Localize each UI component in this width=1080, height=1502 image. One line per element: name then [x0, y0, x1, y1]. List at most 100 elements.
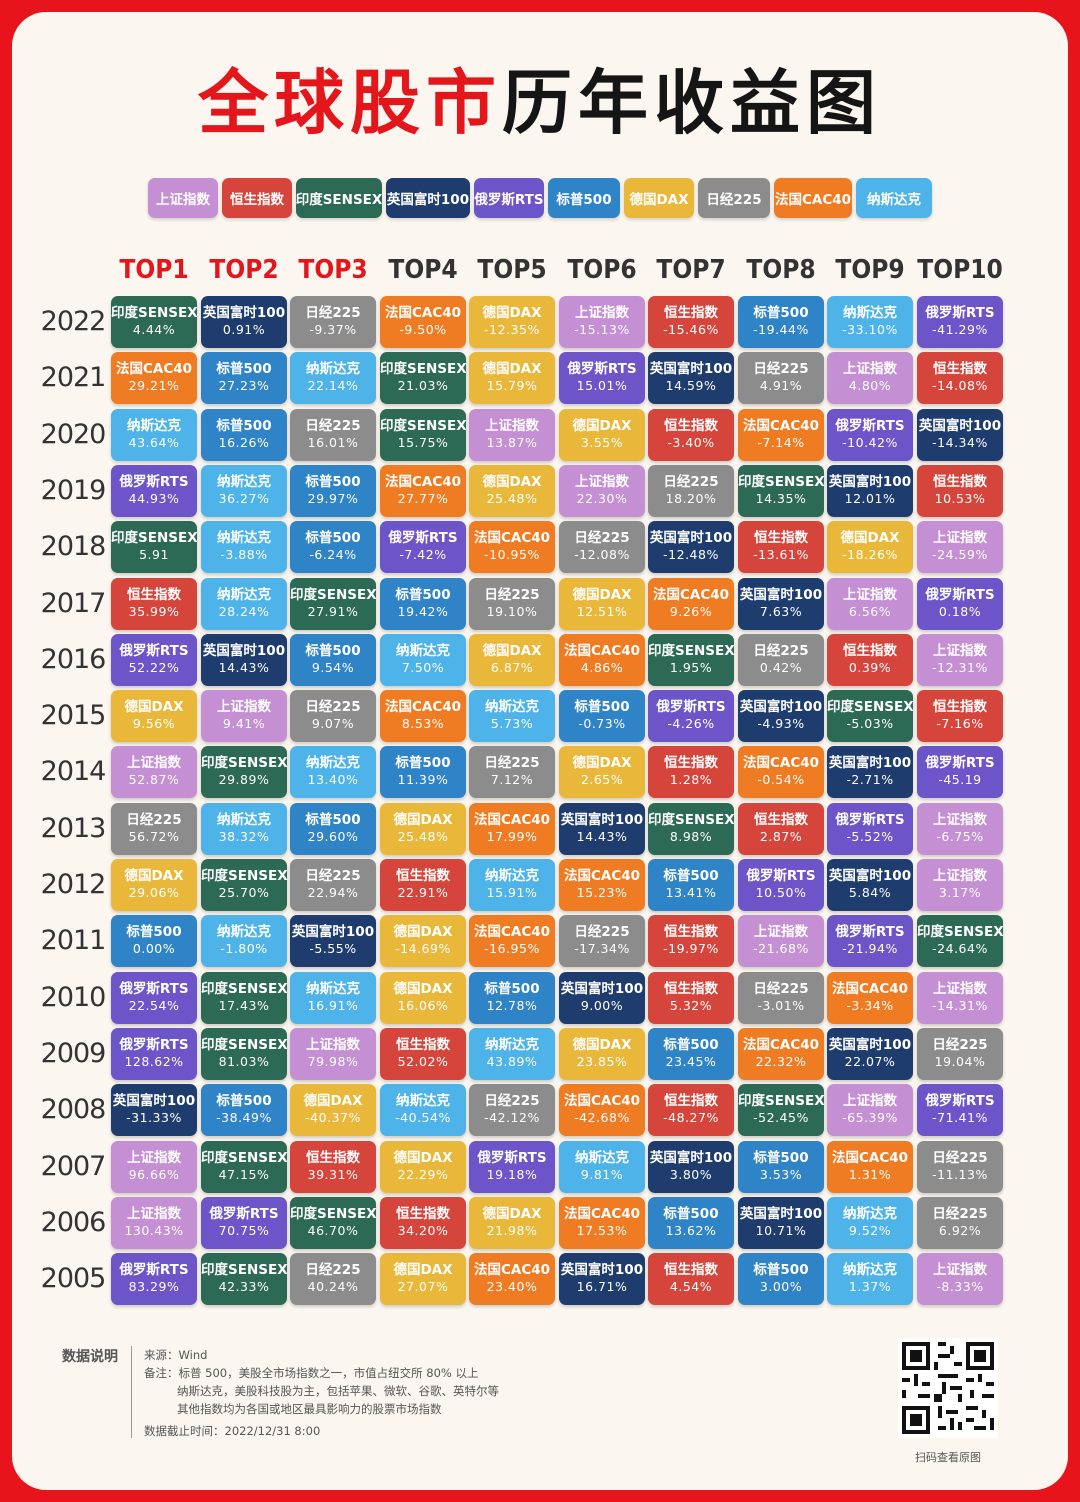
index-name: 英国富时100 [828, 474, 912, 490]
table-cell: 俄罗斯RTS -7.42% [380, 521, 466, 573]
return-value: 5.91 [139, 547, 169, 562]
index-name: 上证指数 [306, 1037, 360, 1053]
table-cell: 德国DAX -14.69% [380, 915, 466, 967]
table-cell: 德国DAX 25.48% [380, 803, 466, 855]
return-value: 5.84% [848, 885, 892, 900]
table-cell: 德国DAX 29.06% [111, 859, 197, 911]
return-value: -6.24% [309, 547, 357, 562]
index-name: 印度SENSEX [738, 1093, 824, 1109]
table-cell: 恒生指数 -14.08% [917, 352, 1003, 404]
return-value: 23.40% [486, 1279, 538, 1294]
return-value: 70.75% [218, 1223, 270, 1238]
return-value: -9.50% [399, 322, 447, 337]
return-value: -15.13% [574, 322, 630, 337]
return-value: 4.80% [848, 378, 892, 393]
table-cell: 恒生指数 2.87% [738, 803, 824, 855]
return-value: 27.91% [307, 604, 359, 619]
return-value: 13.41% [665, 885, 717, 900]
table-cell: 法国CAC40 -16.95% [469, 915, 555, 967]
return-value: 25.48% [486, 491, 538, 506]
return-value: 21.98% [486, 1223, 538, 1238]
index-name: 标普500 [574, 699, 630, 715]
return-value: -13.61% [753, 547, 809, 562]
return-value: -52.45% [753, 1110, 809, 1125]
index-name: 上证指数 [933, 868, 987, 884]
legend-item: 法国CAC40 [774, 178, 852, 218]
index-name: 法国CAC40 [831, 981, 909, 997]
return-value: 34.20% [397, 1223, 449, 1238]
index-name: 俄罗斯RTS [209, 1206, 279, 1222]
index-name: 英国富时100 [649, 361, 733, 377]
index-name: 恒生指数 [754, 812, 808, 828]
return-value: 0.91% [222, 322, 266, 337]
table-cell: 印度SENSEX 42.33% [201, 1253, 287, 1305]
index-name: 英国富时100 [112, 1093, 196, 1109]
table-cell: 法国CAC40 -42.68% [559, 1084, 645, 1136]
return-value: 8.98% [669, 829, 713, 844]
table-cell: 纳斯达克 -1.80% [201, 915, 287, 967]
qr-code-icon[interactable] [898, 1338, 998, 1438]
table-cell: 上证指数 4.80% [827, 352, 913, 404]
index-name: 德国DAX [572, 587, 632, 603]
table-cell: 德国DAX 27.07% [380, 1253, 466, 1305]
table-cell: 标普500 3.53% [738, 1141, 824, 1193]
return-value: 9.00% [580, 998, 624, 1013]
table-cell: 日经225 56.72% [111, 803, 197, 855]
table-cell: 恒生指数 -15.46% [648, 296, 734, 348]
index-name: 德国DAX [482, 643, 542, 659]
table-cell: 上证指数 130.43% [111, 1197, 197, 1249]
index-name: 印度SENSEX [201, 1262, 287, 1278]
return-value: 13.40% [307, 772, 359, 787]
table-cell: 日经225 -9.37% [290, 296, 376, 348]
table-cell: 英国富时100 0.91% [201, 296, 287, 348]
year-label: 2009 [40, 1038, 107, 1069]
index-name: 标普500 [126, 924, 182, 940]
table-cell: 印度SENSEX 81.03% [201, 1028, 287, 1080]
return-value: 14.43% [218, 660, 270, 675]
index-name: 俄罗斯RTS [119, 1037, 189, 1053]
return-value: 43.64% [128, 435, 180, 450]
return-value: -33.10% [842, 322, 898, 337]
return-value: -19.97% [663, 941, 719, 956]
return-value: 9.54% [311, 660, 355, 675]
return-value: 16.01% [307, 435, 359, 450]
table-cell: 俄罗斯RTS 83.29% [111, 1253, 197, 1305]
index-name: 日经225 [753, 361, 809, 377]
return-value: -71.41% [932, 1110, 988, 1125]
index-name: 德国DAX [393, 812, 453, 828]
year-label: 2005 [40, 1263, 107, 1294]
table-cell: 恒生指数 39.31% [290, 1141, 376, 1193]
table-cell: 法国CAC40 -9.50% [380, 296, 466, 348]
table-cell: 纳斯达克 38.32% [201, 803, 287, 855]
return-value: -18.26% [842, 547, 898, 562]
return-value: 9.07% [311, 716, 355, 731]
table-cell: 英国富时100 14.43% [559, 803, 645, 855]
index-name: 标普500 [305, 812, 361, 828]
table-cell: 标普500 12.78% [469, 972, 555, 1024]
year-label: 2017 [40, 588, 107, 619]
table-cell: 日经225 22.94% [290, 859, 376, 911]
table-cell: 标普500 0.00% [111, 915, 197, 967]
return-value: 3.53% [759, 1167, 803, 1182]
index-name: 德国DAX [482, 361, 542, 377]
index-name: 印度SENSEX [380, 418, 466, 434]
index-name: 法国CAC40 [473, 1262, 551, 1278]
index-name: 德国DAX [393, 1262, 453, 1278]
return-value: 6.87% [490, 660, 534, 675]
table-cell: 上证指数 -24.59% [917, 521, 1003, 573]
index-name: 纳斯达克 [217, 924, 271, 940]
index-name: 德国DAX [124, 699, 184, 715]
index-name: 法国CAC40 [563, 1206, 641, 1222]
table-cell: 标普500 27.23% [201, 352, 287, 404]
return-value: 10.53% [934, 491, 986, 506]
index-name: 印度SENSEX [201, 755, 287, 771]
return-value: 83.29% [128, 1279, 180, 1294]
index-name: 英国富时100 [202, 643, 286, 659]
table-cell: 俄罗斯RTS -71.41% [917, 1084, 1003, 1136]
note-remark-1: 备注：标普 500，美股全市场指数之一，市值占纽交所 80% 以上 [144, 1366, 479, 1380]
table-cell: 日经225 -42.12% [469, 1084, 555, 1136]
return-value: 128.62% [124, 1054, 184, 1069]
table-cell: 上证指数 22.30% [559, 465, 645, 517]
index-name: 俄罗斯RTS [835, 418, 905, 434]
return-value: 29.97% [307, 491, 359, 506]
